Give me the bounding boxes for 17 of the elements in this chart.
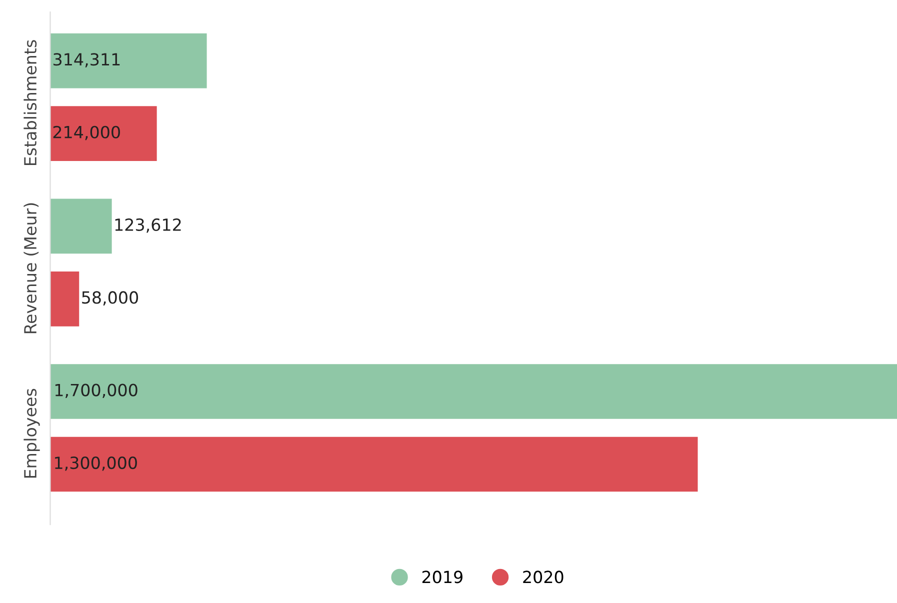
data-label: 1,700,000	[55, 384, 138, 398]
data-label: 1,300,000	[55, 456, 137, 471]
bar	[50, 272, 80, 326]
bar	[50, 106, 157, 161]
data-label: 214,000	[53, 126, 120, 140]
bar	[50, 436, 698, 492]
data-label: 58,000	[82, 291, 138, 306]
bar	[50, 198, 112, 254]
y-tick-label: Establishments	[24, 40, 37, 166]
legend-label: 2019	[422, 570, 462, 584]
data-label: 314,311	[54, 53, 120, 68]
y-tick-label: Revenue (Meur)	[24, 203, 39, 334]
y-tick-label: Employees	[24, 388, 40, 478]
bar	[50, 364, 897, 419]
data-label: 123,612	[115, 218, 181, 233]
bar	[50, 33, 207, 88]
legend-label: 2020	[523, 570, 564, 584]
